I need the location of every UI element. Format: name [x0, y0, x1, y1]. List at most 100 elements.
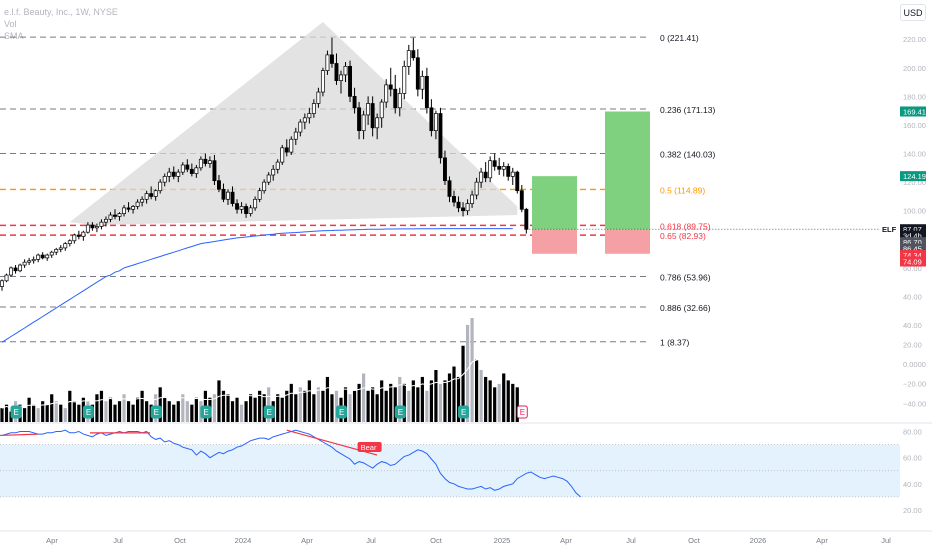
- candle: [280, 147, 285, 163]
- candle: [104, 218, 108, 223]
- candle: [117, 213, 122, 217]
- volume-bar: [140, 390, 144, 422]
- candle: [167, 171, 172, 177]
- candle: [470, 194, 475, 204]
- volume-bar: [167, 401, 171, 422]
- earnings-marker-label: E: [14, 408, 19, 417]
- earnings-marker-label: E: [203, 408, 208, 417]
- fib-label-8: 1 (8.37): [660, 338, 689, 348]
- candle: [162, 176, 167, 183]
- time-axis-label: Jul: [366, 536, 376, 545]
- time-axis-label: Jul: [113, 536, 123, 545]
- stop-zone-2: [605, 229, 650, 254]
- candle: [456, 201, 461, 209]
- volume-bar: [493, 387, 497, 422]
- fib-label-2: 0.382 (140.03): [660, 149, 715, 159]
- fib-label-5: 0.65 (82.93): [660, 231, 706, 241]
- currency-button[interactable]: USD: [900, 4, 926, 21]
- earnings-marker: [516, 405, 528, 419]
- volume-bar: [416, 387, 420, 422]
- candle: [221, 188, 226, 200]
- price-tag-6: 86.45: [903, 245, 922, 254]
- time-axis-label: 2026: [750, 536, 767, 545]
- price-tick-label: 180.00: [903, 92, 926, 101]
- candle: [275, 161, 280, 170]
- volume-bar: [113, 404, 117, 422]
- volume-bar: [50, 394, 54, 422]
- candle: [348, 65, 352, 97]
- candle: [176, 171, 181, 177]
- candle: [289, 138, 294, 153]
- price-tag-bg-0: [900, 106, 926, 117]
- chart-legend: e.l.f. Beauty, Inc., 1W, NYSE Vol SMA: [4, 6, 118, 42]
- candle: [510, 171, 515, 177]
- price-tag-bg-4: [900, 230, 926, 241]
- fib-label-0: 0 (221.41): [660, 33, 699, 43]
- candle: [207, 160, 212, 164]
- volume-bar: [253, 397, 257, 422]
- bear-label: Bear: [361, 443, 377, 452]
- volume-bar: [298, 387, 302, 422]
- volume-bar: [343, 387, 348, 422]
- candle: [330, 54, 334, 64]
- volume-bar: [371, 387, 375, 422]
- earnings-marker: [458, 405, 470, 419]
- volume-bar: [366, 390, 370, 422]
- candle: [94, 226, 99, 229]
- price-tick-label: 160.00: [903, 121, 926, 130]
- volume-bar: [176, 401, 180, 422]
- volume-bar: [27, 397, 31, 422]
- volume-bar: [59, 404, 63, 422]
- price-tag-bg-6: [900, 243, 926, 254]
- candle: [262, 181, 267, 192]
- volume-bar: [185, 401, 189, 422]
- candle: [36, 254, 41, 260]
- candle: [366, 103, 371, 116]
- candle: [298, 121, 303, 133]
- candle: [393, 88, 398, 109]
- price-tick-label: 220.00: [903, 35, 926, 44]
- time-axis-label: Apr: [816, 536, 828, 545]
- volume-bar: [479, 370, 483, 422]
- candle: [185, 164, 190, 170]
- volume-bar: [456, 376, 461, 422]
- volume-bar: [443, 380, 447, 422]
- candle: [217, 180, 221, 190]
- price-tick-label: 200.00: [903, 64, 926, 73]
- candle: [447, 180, 452, 197]
- candle: [194, 167, 199, 174]
- candle: [465, 203, 470, 212]
- volume-bar: [217, 380, 221, 422]
- price-tag-0: 169.41: [903, 107, 926, 116]
- candle: [0, 280, 4, 287]
- volume-bar: [4, 404, 9, 422]
- volume-legend-label: Vol: [4, 19, 17, 29]
- earnings-marker-label: E: [267, 408, 272, 417]
- volume-bar: [488, 380, 492, 422]
- volume-bar: [230, 401, 235, 422]
- candle: [149, 193, 154, 197]
- volume-tick-label: 40.00: [903, 321, 922, 330]
- volume-bar: [429, 380, 433, 422]
- candle: [370, 103, 375, 129]
- volume-bar: [375, 394, 379, 422]
- candle: [334, 63, 339, 81]
- candle: [180, 164, 185, 173]
- candle: [433, 113, 438, 132]
- volume-bar: [357, 383, 361, 422]
- sma-line: [1, 228, 513, 343]
- price-tag-5: 86.70: [903, 238, 922, 247]
- price-tick-label: 120.00: [903, 178, 926, 187]
- candle: [375, 117, 380, 129]
- volume-bar: [41, 401, 45, 422]
- candle: [49, 251, 54, 256]
- volume-bar: [470, 318, 474, 422]
- volume-bar: [145, 401, 149, 422]
- time-axis-label: 2024: [235, 536, 252, 545]
- volume-bar: [294, 394, 298, 422]
- volume-bar: [461, 345, 465, 422]
- candle: [524, 208, 529, 230]
- volume-bar: [352, 390, 357, 422]
- volume-bar: [411, 380, 415, 422]
